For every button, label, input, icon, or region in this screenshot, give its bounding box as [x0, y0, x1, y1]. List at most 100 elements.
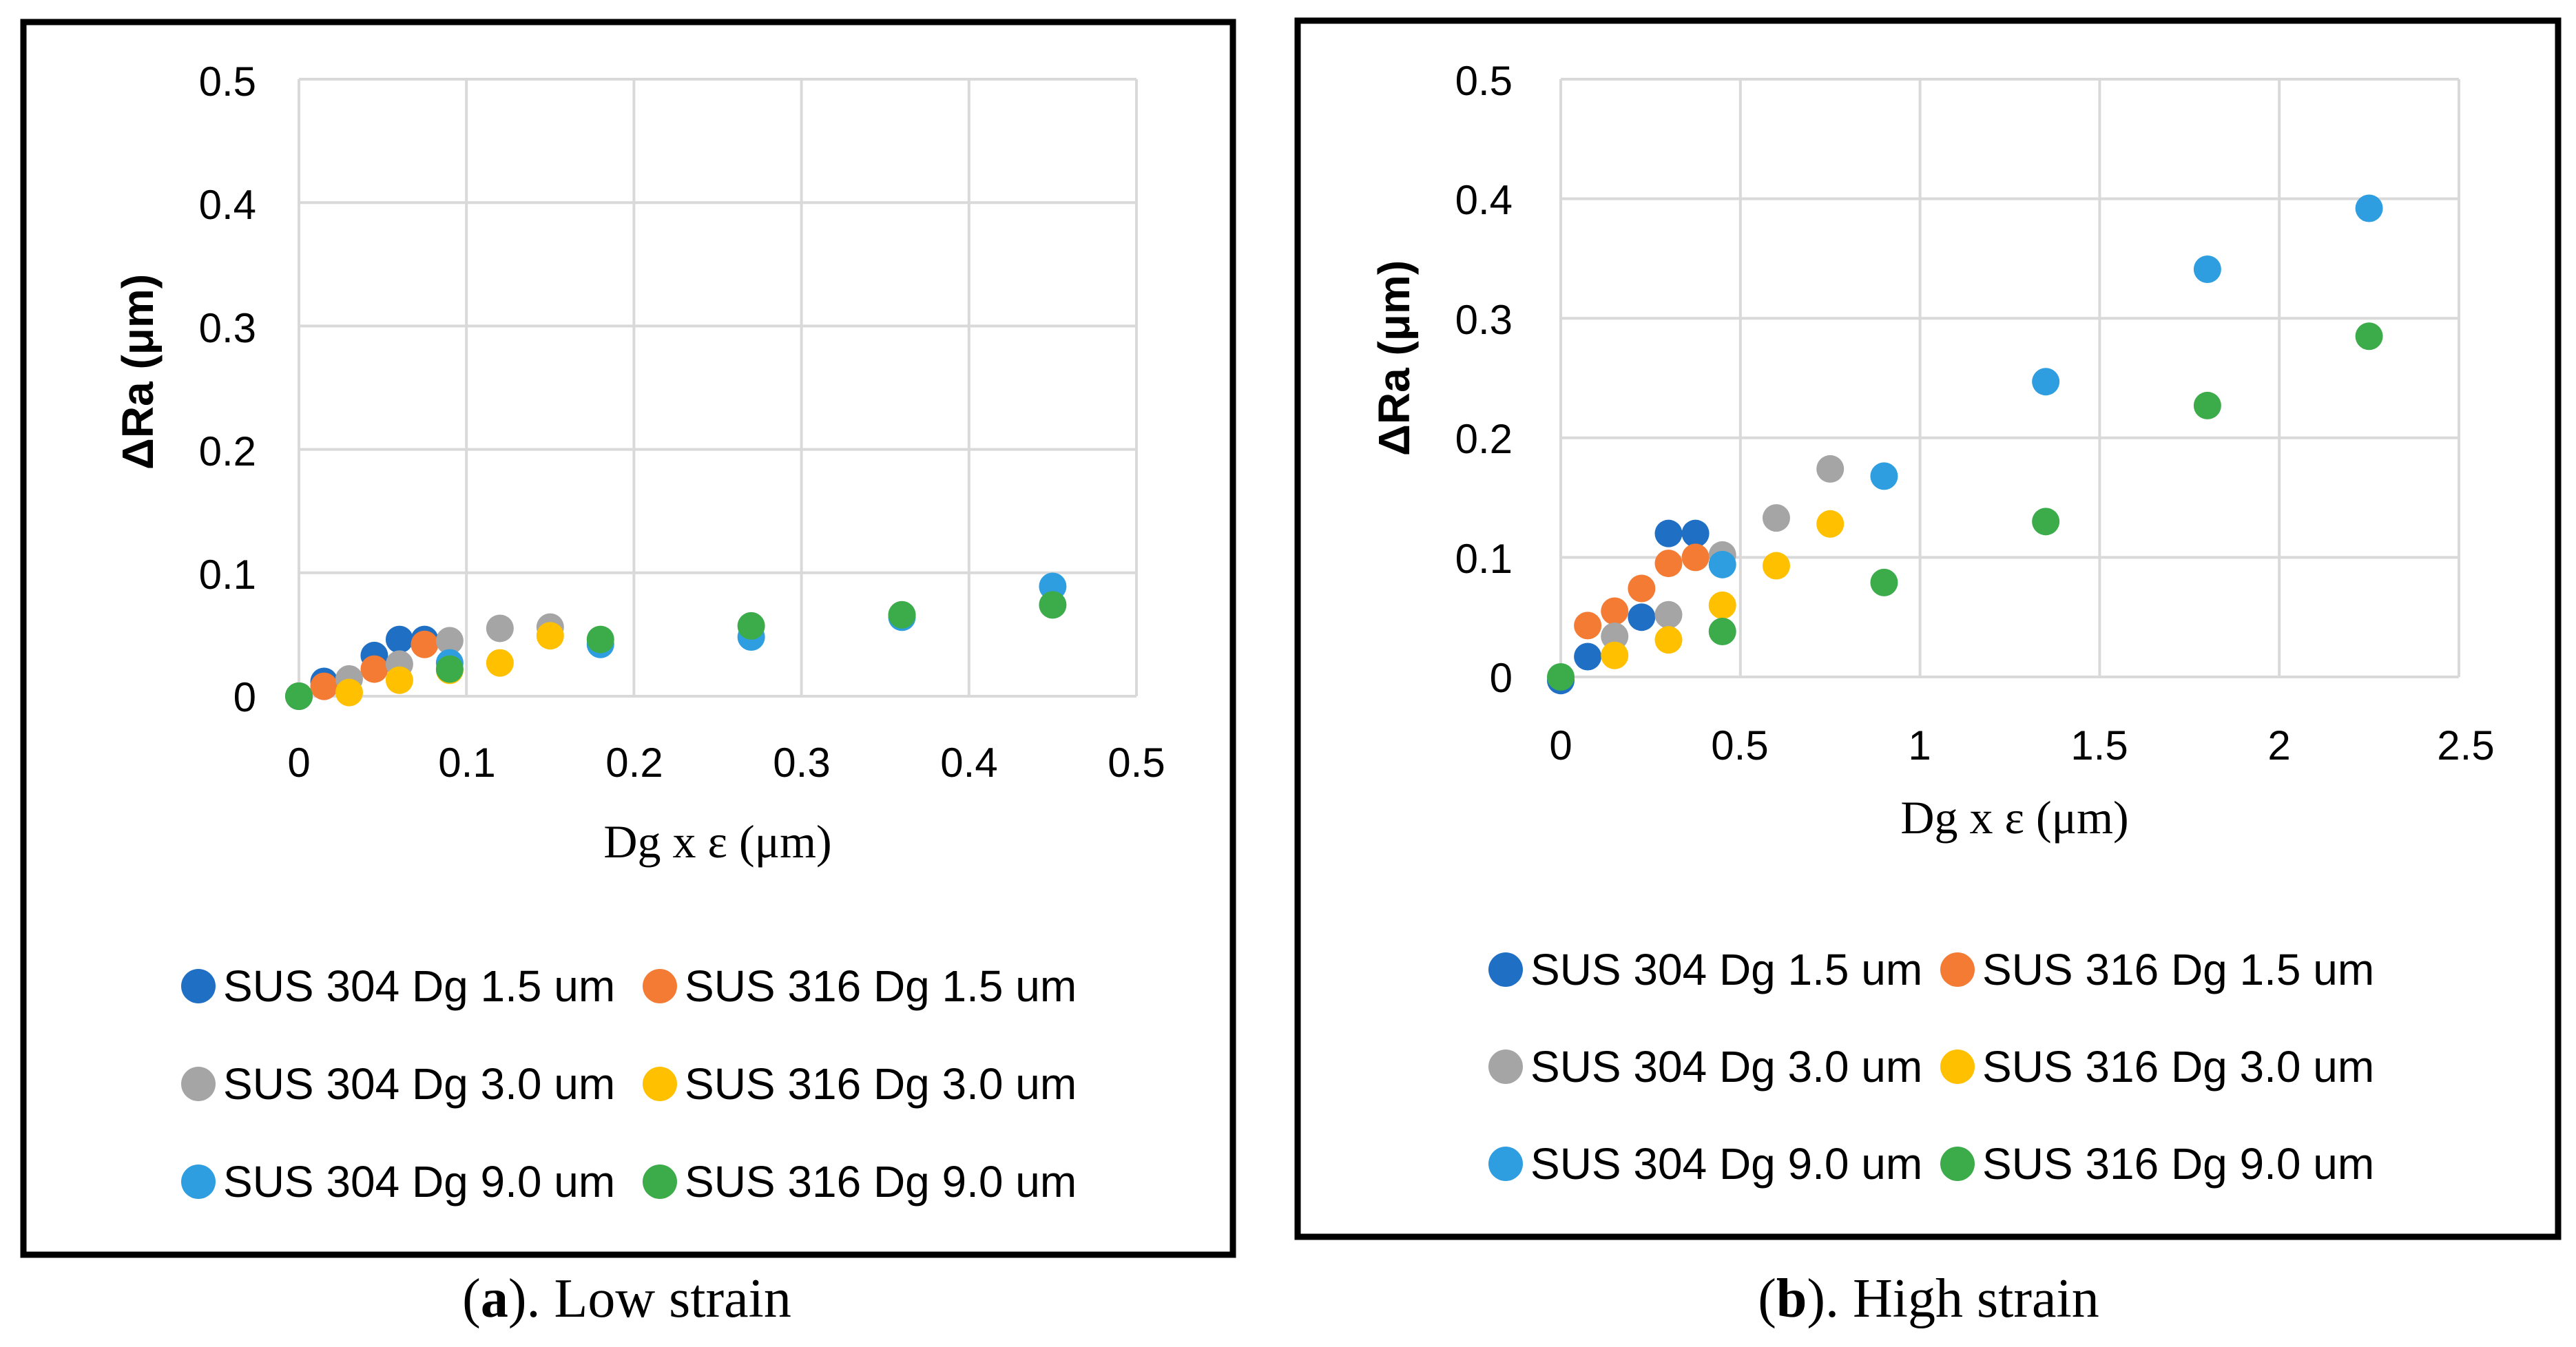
- legend-marker-sus304-9.0: [181, 1165, 216, 1199]
- data-point-series-6: [2032, 508, 2060, 536]
- data-point-series-6: [285, 682, 313, 710]
- data-point-series-6: [1708, 618, 1736, 646]
- data-point-series-3: [1816, 455, 1845, 483]
- data-point-series-4: [1708, 591, 1736, 619]
- panel-a-y-ticks: 0 0.1 0.2 0.3 0.4 0.5: [199, 59, 256, 720]
- data-point-series-2: [1681, 543, 1710, 572]
- data-point-series-4: [1654, 626, 1683, 654]
- x-tick-label: 0.5: [1108, 740, 1165, 786]
- data-point-series-3: [435, 627, 464, 655]
- legend-marker-sus316-9.0: [1940, 1147, 1975, 1181]
- y-tick-label: 0.4: [199, 182, 256, 228]
- legend-marker-sus304-3.0: [181, 1067, 216, 1101]
- legend-marker-sus304-9.0: [1488, 1147, 1523, 1181]
- data-point-series-6: [435, 655, 464, 683]
- x-tick-label: 0.2: [605, 740, 663, 786]
- legend-marker-sus304-1.5: [1488, 952, 1523, 987]
- y-tick-label: 0: [1490, 655, 1513, 701]
- data-point-series-6: [888, 601, 916, 629]
- panel-b-points: [1547, 194, 2383, 695]
- data-point-series-4: [385, 666, 413, 694]
- panel-b-grid: [1559, 78, 2460, 678]
- panel-b: 0 0.1 0.2 0.3 0.4 0.5 0 0.5 1 1.5 2 2.5 …: [1294, 17, 2562, 1329]
- data-point-series-6: [2193, 391, 2221, 419]
- data-point-series-3: [1654, 601, 1683, 629]
- x-tick-label: 0.5: [1711, 722, 1768, 769]
- data-point-series-4: [486, 649, 514, 677]
- panel-a: 0 0.1 0.2 0.3 0.4 0.5 0 0.1 0.2 0.3 0.4 …: [20, 19, 1236, 1329]
- y-tick-label: 0.2: [1455, 416, 1513, 462]
- data-point-series-2: [1574, 612, 1602, 640]
- data-point-series-5: [2032, 368, 2060, 396]
- legend-marker-sus316-3.0: [1940, 1050, 1975, 1084]
- y-tick-label: 0.2: [199, 428, 256, 474]
- panel-a-x-ticks: 0 0.1 0.2 0.3 0.4 0.5: [287, 740, 1165, 786]
- x-tick-label: 2: [2267, 722, 2290, 769]
- y-tick-label: 0.1: [199, 552, 256, 598]
- panel-a-frame: [20, 19, 1236, 1258]
- legend-label: SUS 316 Dg 1.5 um: [685, 961, 1077, 1011]
- x-tick-label: 0.1: [438, 740, 495, 786]
- y-tick-label: 0.5: [1455, 58, 1513, 104]
- panel-b-caption: (b). High strain: [1758, 1268, 2099, 1329]
- data-point-series-4: [1816, 510, 1845, 538]
- x-tick-label: 0.3: [773, 740, 830, 786]
- data-point-series-5: [2193, 255, 2221, 284]
- y-tick-label: 0.4: [1455, 177, 1513, 223]
- data-point-series-6: [1547, 663, 1575, 691]
- y-tick-label: 0.1: [1455, 536, 1513, 582]
- legend-label: SUS 304 Dg 3.0 um: [223, 1059, 615, 1109]
- x-tick-label: 0: [287, 740, 310, 786]
- panel-b-x-ticks: 0 0.5 1 1.5 2 2.5: [1549, 722, 2494, 769]
- y-axis-title: ΔRa (μm): [113, 274, 163, 470]
- data-point-series-2: [1654, 550, 1683, 578]
- data-point-series-3: [486, 614, 514, 643]
- x-tick-label: 1: [1908, 722, 1931, 769]
- data-point-series-1: [1654, 519, 1683, 547]
- data-point-series-1: [1628, 603, 1656, 631]
- legend-label: SUS 316 Dg 3.0 um: [1982, 1042, 2374, 1092]
- legend-label: SUS 304 Dg 9.0 um: [1530, 1139, 1922, 1189]
- x-tick-label: 2.5: [2437, 722, 2494, 769]
- data-point-series-6: [1039, 591, 1067, 619]
- legend-marker-sus316-3.0: [643, 1067, 677, 1101]
- legend-label: SUS 316 Dg 1.5 um: [1982, 945, 2374, 994]
- x-axis-title: Dg x ε (μm): [603, 815, 831, 868]
- data-point-series-5: [2355, 194, 2383, 222]
- x-tick-label: 1.5: [2070, 722, 2128, 769]
- legend-label: SUS 316 Dg 3.0 um: [685, 1059, 1077, 1109]
- legend-marker-sus304-1.5: [181, 969, 216, 1003]
- legend-label: SUS 304 Dg 3.0 um: [1530, 1042, 1922, 1092]
- data-point-series-4: [1762, 552, 1790, 580]
- panel-b-frame: [1294, 17, 2562, 1240]
- legend-label: SUS 316 Dg 9.0 um: [685, 1157, 1077, 1207]
- data-point-series-6: [586, 625, 614, 654]
- legend-label: SUS 316 Dg 9.0 um: [1982, 1139, 2374, 1189]
- panel-a-points: [285, 572, 1067, 710]
- legend-marker-sus316-9.0: [643, 1165, 677, 1199]
- legend-label: SUS 304 Dg 1.5 um: [223, 961, 615, 1011]
- legend-marker-sus304-3.0: [1488, 1050, 1523, 1084]
- data-point-series-3: [1762, 504, 1790, 532]
- data-point-series-2: [411, 630, 439, 658]
- data-point-series-1: [1574, 643, 1602, 671]
- panel-b-legend: SUS 304 Dg 1.5 um SUS 316 Dg 1.5 um SUS …: [1488, 945, 2374, 1189]
- panel-a-legend: SUS 304 Dg 1.5 um SUS 316 Dg 1.5 um SUS …: [181, 961, 1077, 1207]
- data-point-series-2: [1628, 574, 1656, 603]
- x-axis-title: Dg x ε (μm): [1900, 791, 2128, 844]
- data-point-series-2: [1601, 597, 1629, 625]
- data-point-series-3: [1601, 622, 1629, 650]
- data-point-series-1: [1681, 519, 1710, 547]
- data-point-series-6: [737, 612, 765, 640]
- legend-marker-sus316-1.5: [643, 969, 677, 1003]
- panel-b-y-ticks: 0 0.1 0.2 0.3 0.4 0.5: [1455, 58, 1513, 701]
- data-point-series-2: [310, 672, 338, 700]
- data-point-series-4: [1601, 641, 1629, 669]
- data-point-series-4: [335, 678, 363, 707]
- data-point-series-2: [360, 655, 388, 683]
- legend-label: SUS 304 Dg 9.0 um: [223, 1157, 615, 1207]
- data-point-series-6: [2355, 322, 2383, 351]
- data-point-series-5: [1870, 462, 1898, 490]
- data-point-series-4: [536, 622, 564, 650]
